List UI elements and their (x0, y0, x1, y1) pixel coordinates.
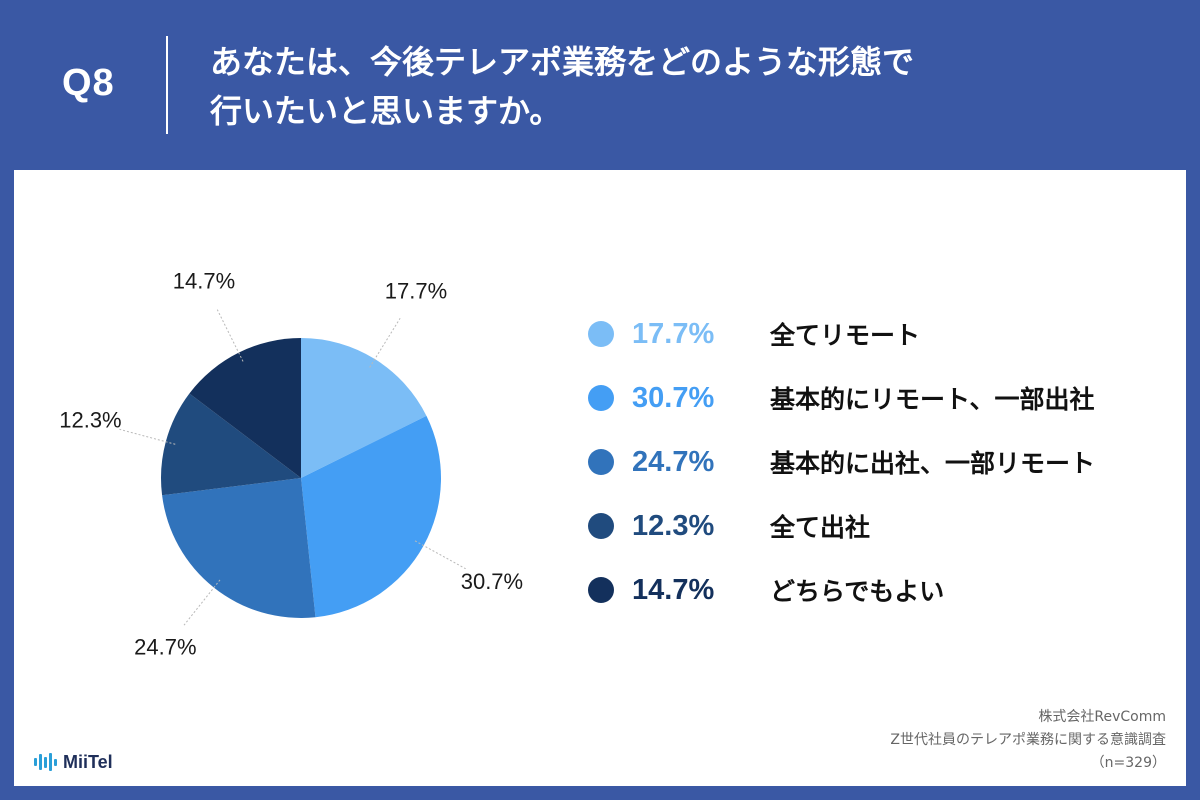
legend-swatch (588, 385, 614, 411)
legend-label: 基本的に出社、一部リモート (770, 449, 1096, 478)
legend-swatch (588, 321, 614, 347)
question-line-1: あなたは、今後テレアポ業務をどのような形態で (210, 43, 915, 81)
pie-slice-5 (189, 338, 301, 478)
pie-data-label-5: 14.7% (173, 269, 235, 294)
legend-value: 24.7% (632, 445, 715, 478)
chart-card: 17.7% 30.7% 24.7% 12.3% 14.7% 17.7% 全てリモート 30.… (14, 170, 1186, 786)
legend-value: 12.3% (632, 509, 715, 542)
pie-chart: 17.7% 30.7% 24.7% 12.3% 14.7% (59, 269, 523, 660)
leader-line-5 (216, 309, 244, 362)
legend-label: 全てリモート (770, 321, 921, 350)
sound-wave-icon (34, 753, 57, 771)
legend-item-3: 24.7% 基本的に出社、一部リモート (584, 430, 1095, 494)
legend-item-4: 12.3% 全て出社 (584, 494, 1095, 558)
source-note: 株式会社RevComm Z世代社員のテレアポ業務に関する意識調査 （n=329） (890, 706, 1166, 775)
legend-value: 17.7% (632, 317, 715, 350)
pie-data-label-1: 17.7% (385, 279, 447, 304)
logo-text: MiiTel (63, 751, 113, 772)
question-header: Q8 あなたは、今後テレアポ業務をどのような形態で 行いたいと思いますか。 (0, 0, 1200, 170)
pie-slice-2 (301, 415, 442, 618)
legend-label: 基本的にリモート、一部出社 (770, 385, 1095, 414)
header-divider (166, 36, 168, 134)
leader-line-2 (414, 540, 466, 570)
pie-slice-3 (162, 478, 316, 618)
pie-slice-4 (161, 393, 301, 496)
miitel-logo: MiiTel (34, 750, 113, 774)
legend-item-2: 30.7% 基本的にリモート、一部出社 (584, 366, 1095, 430)
question-number: Q8 (62, 62, 115, 104)
question-line-2: 行いたいと思いますか。 (210, 92, 562, 130)
question-text: あなたは、今後テレアポ業務をどのような形態で 行いたいと思いますか。 (210, 38, 1110, 136)
leader-line-3 (183, 579, 221, 626)
legend-label: どちらでもよい (770, 577, 945, 606)
leader-line-1 (369, 318, 401, 368)
source-company: 株式会社RevComm (1038, 709, 1166, 725)
legend-swatch (588, 449, 614, 475)
legend-value: 14.7% (632, 573, 715, 606)
legend-item-5: 14.7% どちらでもよい (584, 558, 1095, 622)
pie-data-label-3: 24.7% (134, 634, 196, 659)
legend-value: 30.7% (632, 381, 715, 414)
leader-line-4 (119, 428, 176, 445)
legend-item-1: 17.7% 全てリモート (584, 302, 1095, 366)
pie-slice-1 (301, 338, 427, 478)
source-sample: （n=329） (1090, 755, 1166, 771)
legend-swatch (588, 577, 614, 603)
pie-data-label-2: 30.7% (461, 569, 523, 594)
legend-label: 全て出社 (770, 513, 871, 542)
chart-legend: 17.7% 全てリモート 30.7% 基本的にリモート、一部出社 24.7% 基本的に出社… (584, 302, 1095, 622)
source-survey: Z世代社員のテレアポ業務に関する意識調査 (890, 732, 1166, 748)
legend-swatch (588, 513, 614, 539)
pie-data-label-4: 12.3% (59, 407, 121, 432)
